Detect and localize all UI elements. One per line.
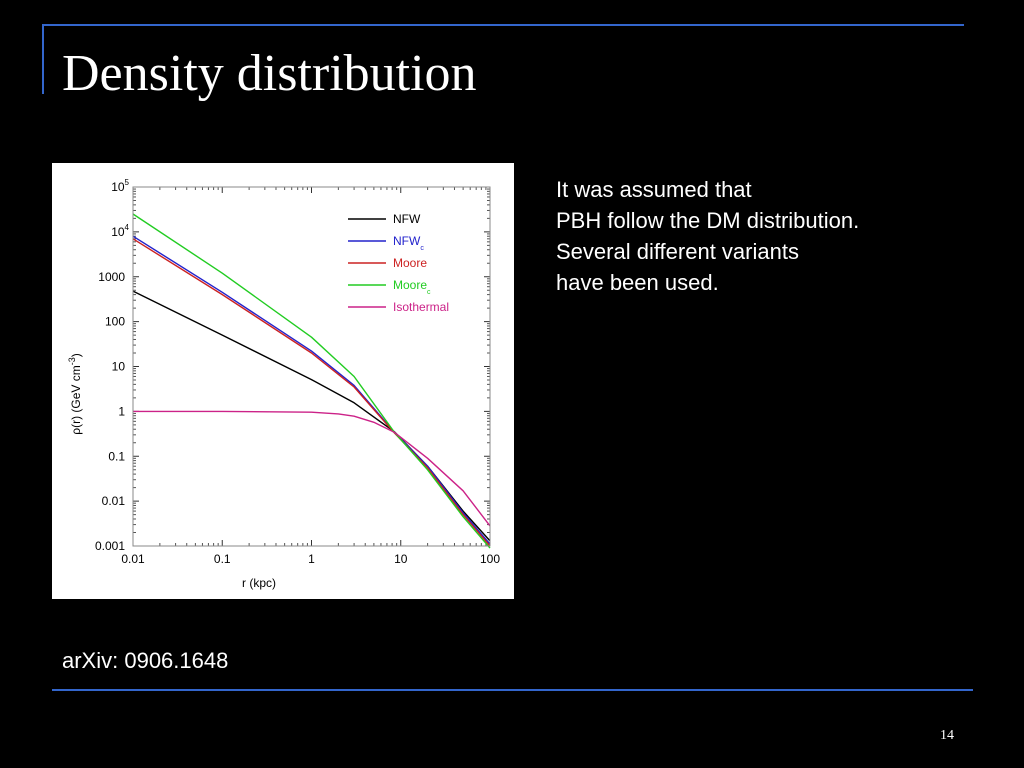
series-line-moore [132,238,491,547]
legend-label: Isothermal [393,300,449,314]
y-tick-label: 1000 [98,270,125,284]
y-tick-label: 0.001 [95,539,125,553]
y-axis-label: ρ(r) (GeV cm-3) [67,353,83,435]
slide-title: Density distribution [62,45,477,102]
footer-rule [52,689,973,691]
plot-frame [132,186,491,547]
body-line: PBH follow the DM distribution. [556,208,860,233]
x-tick-label: 100 [480,552,500,566]
y-axis-label-exponent: -3 [67,357,77,365]
body-line: have been used. [556,270,719,295]
page-number: 14 [940,728,954,743]
x-tick-label: 0.1 [214,552,231,566]
x-tick-label: 10 [394,552,408,566]
x-tick-label: 1 [308,552,315,566]
header-rule [42,24,964,26]
reference-text: arXiv: 0906.1648 [62,648,229,673]
chart-legend: NFW NFWc Moore Moorec Isothermal [348,212,449,314]
y-tick-label: 104 [111,223,129,239]
body-line: It was assumed that [556,177,752,202]
x-tick-label: 0.01 [121,552,145,566]
legend-label: Moorec [393,278,431,296]
y-axis-label-close: ) [69,353,83,357]
x-axis-label: r (kpc) [242,576,276,590]
body-line: Several different variants [556,239,799,264]
series-line-moore-c [132,213,491,549]
header-side-rule [42,24,44,94]
y-tick-label: 100 [105,315,125,329]
density-chart-svg: 0.01 0.1 1 10 10010510410001001010.10.010.00… [67,178,500,590]
axis-ticks: 0.01 0.1 1 10 10010510410001001010.10.010.00… [95,178,500,566]
y-tick-label: 105 [111,178,129,194]
y-axis-label-main: ρ(r) (GeV cm [69,365,83,435]
legend-label: Moore [393,256,427,270]
y-tick-label: 0.01 [102,494,126,508]
series-line-nfw-c [132,235,491,545]
density-chart: 0.01 0.1 1 10 100 105 104 1000 100 10 1 0.1 0.01 0.00… [52,163,514,599]
series-line-nfw [132,290,491,542]
series-line-isothermal [133,410,491,527]
body-text: It was assumed that PBH follow the DM di… [556,174,859,298]
series-curves [132,213,491,549]
y-tick-label: 1 [118,404,125,418]
y-tick-label: 10 [112,360,126,374]
legend-label: NFWc [393,234,424,252]
legend-label: NFW [393,212,421,226]
y-tick-label: 0.1 [108,449,125,463]
